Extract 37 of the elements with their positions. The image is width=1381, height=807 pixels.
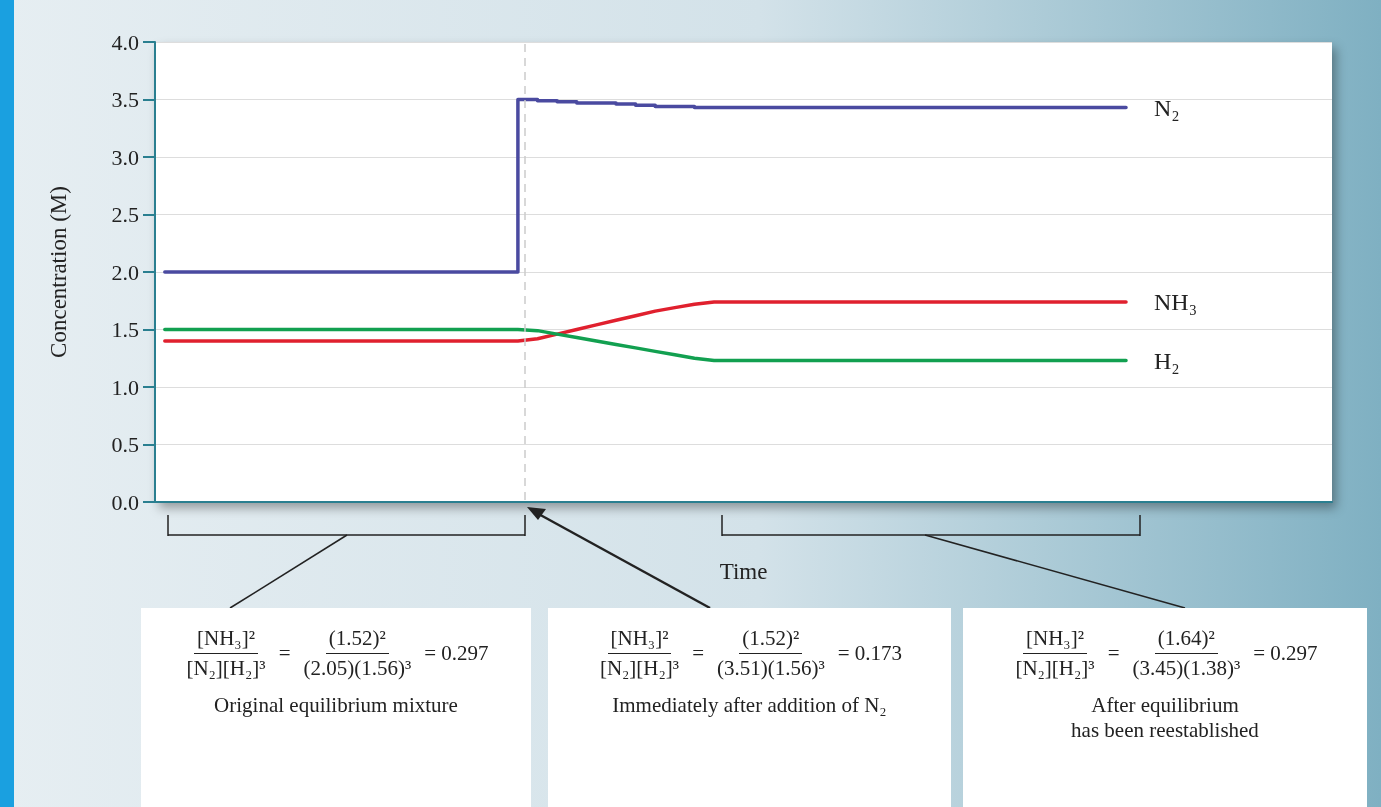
line-series (163, 300, 1128, 343)
text: = 0.297 (1253, 641, 1318, 666)
y-tick-label: 3.0 (111, 144, 139, 170)
text: [N₂][H₂]³ (185, 655, 267, 681)
text: [NH₃]² (194, 626, 258, 654)
text: Immediately after addition of N₂ (611, 693, 888, 719)
text: (1.52)² (739, 626, 803, 654)
series-label: H₂ (1154, 347, 1180, 374)
y-tick-label: 0.5 (111, 432, 139, 457)
y-tick-label: 3.5 (111, 87, 139, 112)
y-tick-label: 0.0 (111, 489, 139, 515)
y-tick-label: 4.0 (111, 29, 139, 55)
text: = 0.297 (424, 641, 489, 666)
text: (3.51)(1.56)³ (716, 655, 826, 681)
line-series (163, 327, 1128, 363)
text: (1.52)² (325, 626, 389, 654)
text: (1.64)² (1154, 626, 1218, 654)
text: [NH₃]² (607, 626, 672, 654)
text: = (1107, 641, 1120, 666)
text: After equilibrium has been reestablished (1070, 693, 1260, 744)
y-tick-label: 1.5 (111, 317, 139, 342)
y-axis-title: Concentration (M) (46, 186, 71, 358)
series-label: NH₃ (1154, 288, 1198, 315)
text: [NH₃]² (1023, 626, 1087, 654)
x-axis-title: Time (719, 559, 768, 584)
text: [N₂][H₂]³ (598, 655, 681, 681)
text: Original equilibrium mixture (213, 693, 459, 719)
y-tick-label: 2.0 (111, 259, 139, 285)
text: [N₂][H₂]³ (1014, 655, 1096, 681)
y-tick-label: 1.0 (111, 374, 139, 400)
y-tick-label: 2.5 (111, 202, 139, 227)
text: = (692, 641, 704, 666)
text: = (278, 641, 291, 666)
series-label: N₂ (1154, 94, 1180, 121)
text: (3.45)(1.38)³ (1131, 655, 1242, 681)
text: = 0.173 (837, 641, 903, 666)
text: (2.05)(1.56)³ (302, 655, 413, 681)
